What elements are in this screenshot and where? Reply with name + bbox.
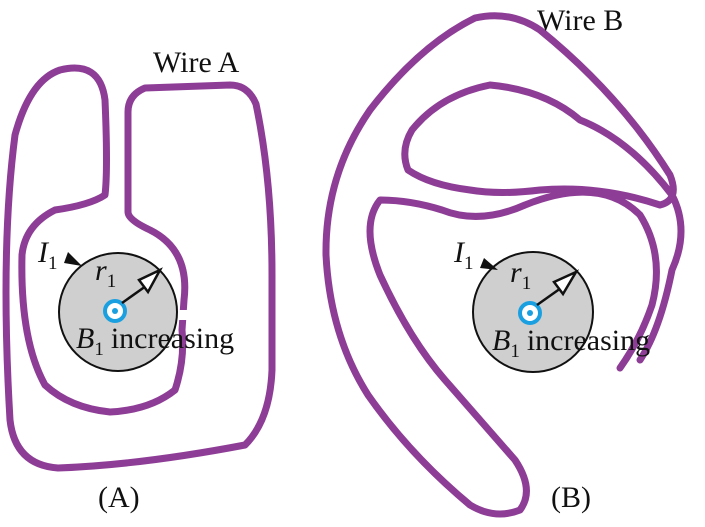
wire-a	[2, 64, 276, 472]
field-out-of-page-icon	[103, 299, 127, 323]
current-arrow-icon	[64, 252, 82, 266]
panel-a-caption: (A)	[98, 481, 140, 514]
field-out-of-page-icon	[518, 301, 542, 325]
field-label-a: B1 increasing	[76, 322, 234, 360]
radius-arrow-icon	[121, 267, 163, 305]
panel-b: I1 r1 B1 increasing Wire B (B)	[322, 4, 685, 518]
wire-b-label: Wire B	[537, 4, 623, 37]
field-label-b: B1 increasing	[492, 324, 650, 362]
current-label-a: I1	[37, 236, 58, 274]
radius-label-b: r1	[510, 256, 531, 294]
current-label-b: I1	[453, 236, 474, 274]
current-arrow-icon	[480, 258, 498, 270]
radius-label-a: r1	[95, 254, 116, 292]
wire-a-gap	[176, 310, 192, 320]
wire-a-label: Wire A	[153, 46, 240, 79]
wire-b-gap	[602, 380, 630, 396]
wire-b	[322, 12, 685, 518]
panel-a: I1 r1 B1 increasing Wire A (A)	[2, 46, 276, 514]
radius-arrow-icon	[536, 269, 580, 307]
panel-b-caption: (B)	[551, 481, 591, 514]
